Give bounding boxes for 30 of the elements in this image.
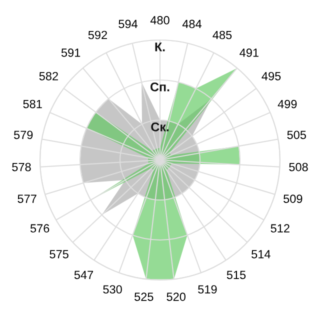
spoke-label: 505 bbox=[287, 130, 306, 140]
spoke-label: 525 bbox=[134, 292, 154, 301]
spoke-label: 547 bbox=[74, 270, 94, 280]
spoke-label: 491 bbox=[240, 48, 258, 57]
spoke-label: 592 bbox=[88, 30, 107, 40]
spoke-label: 594 bbox=[118, 20, 138, 28]
y-tick-label: Ск. bbox=[151, 122, 169, 132]
spoke-label: 581 bbox=[23, 100, 42, 108]
spoke-label: 576 bbox=[30, 224, 50, 233]
spoke-label: 512 bbox=[270, 224, 290, 233]
y-tick-label: К. bbox=[155, 42, 165, 52]
spoke-label: 484 bbox=[182, 20, 202, 28]
spoke-label: 520 bbox=[166, 292, 186, 301]
spoke-label: 591 bbox=[61, 48, 80, 57]
spoke-label: 499 bbox=[278, 100, 297, 108]
spoke-label: 578 bbox=[12, 162, 31, 172]
spoke-label: 582 bbox=[39, 72, 58, 80]
spoke-label: 575 bbox=[50, 250, 68, 258]
spoke-label: 530 bbox=[103, 285, 122, 294]
spoke-label: 519 bbox=[198, 285, 217, 294]
spoke-label: 515 bbox=[226, 270, 246, 280]
y-tick-label: Сп. bbox=[150, 82, 170, 92]
spoke-label: 485 bbox=[212, 30, 232, 40]
spoke-label: 577 bbox=[18, 194, 36, 203]
spoke-label: 509 bbox=[284, 194, 302, 203]
spoke-label: 480 bbox=[150, 16, 170, 24]
spoke-label: 495 bbox=[262, 72, 281, 80]
spoke-label: 508 bbox=[289, 162, 308, 172]
spoke-label: 514 bbox=[252, 250, 270, 258]
spoke-label: 579 bbox=[14, 130, 33, 140]
